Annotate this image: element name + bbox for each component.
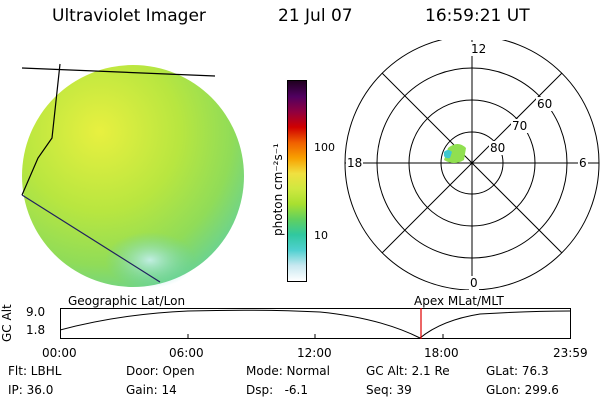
lat-lon-line-top (21, 67, 216, 77)
observation-date: 21 Jul 07 (278, 6, 353, 26)
timeline-xtick-1200: 12:00 (297, 346, 332, 360)
observation-time: 16:59:21 UT (425, 6, 530, 26)
status-ip: IP: 36.0 (8, 383, 54, 397)
timeline-ytick-9: 9.0 (26, 305, 46, 319)
timeline-ytick-1-8: 1.8 (26, 323, 46, 337)
dayglow-bright-region (105, 232, 195, 288)
status-seq: Seq: 39 (366, 383, 412, 397)
lat-lon-line-left (21, 63, 61, 196)
mlt-label-12: 12 (470, 42, 488, 56)
timeline-frame (60, 308, 571, 339)
status-glat: GLat: 76.3 (486, 364, 549, 378)
status-filter: Flt: LBHL (8, 364, 62, 378)
earth-disk-image (21, 63, 244, 288)
status-dsp: Dsp: -6.1 (246, 383, 309, 397)
auroral-patch-core (444, 150, 452, 159)
mlat-label-80: 80 (489, 141, 507, 155)
colorbar (287, 80, 307, 282)
instrument-title: Ultraviolet Imager (52, 6, 206, 26)
mlt-label-0: 0 (469, 276, 479, 290)
timeline-xtick-0000: 00:00 (42, 346, 77, 360)
altitude-curve (60, 309, 571, 339)
mlt-label-6: 6 (578, 156, 588, 170)
polar-diagonal-2 (381, 72, 563, 254)
timeline-left-title: Geographic Lat/Lon (68, 294, 186, 308)
status-door: Door: Open (126, 364, 195, 378)
colorbar-gradient (288, 81, 306, 281)
polar-mlat-mlt-plot (344, 40, 600, 290)
timeline-xtick-0600: 06:00 (169, 346, 204, 360)
status-glon: GLon: 299.6 (486, 383, 559, 397)
timeline-xtick-1800: 18:00 (424, 346, 459, 360)
status-gc-alt: GC Alt: 2.1 Re (366, 364, 450, 378)
mlat-label-70: 70 (511, 119, 529, 133)
mlat-label-60: 60 (536, 97, 554, 111)
coastline-line (21, 194, 161, 283)
altitude-timeline-plot (60, 308, 571, 339)
timeline-ylabel: GC Alt (0, 304, 14, 342)
mlt-label-18: 18 (346, 156, 364, 170)
colorbar-tick-10: 10 (314, 229, 328, 242)
earth-disk (22, 65, 244, 287)
timeline-xtick-2359: 23:59 (553, 346, 588, 360)
timeline-right-title: Apex MLat/MLT (414, 294, 504, 308)
colorbar-unit-label: photon cm⁻²s⁻¹ (271, 143, 285, 236)
status-mode: Mode: Normal (246, 364, 330, 378)
colorbar-tick-100: 100 (314, 141, 335, 154)
auroral-patch (444, 144, 466, 163)
status-gain: Gain: 14 (126, 383, 177, 397)
